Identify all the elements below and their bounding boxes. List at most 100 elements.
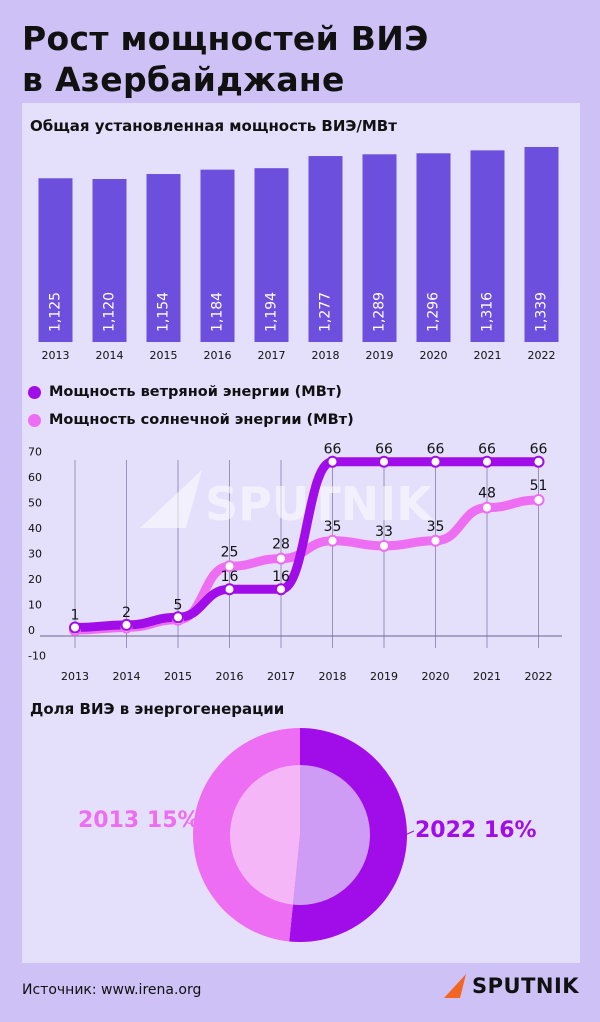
data-label-solar-2021: 48 xyxy=(478,486,496,502)
page-title: Рост мощностей ВИЭ в Азербайджане xyxy=(22,19,429,99)
bar-x-tick-2020: 2020 xyxy=(420,349,448,362)
data-point-wind-2015 xyxy=(172,611,184,624)
bar-x-tick-2015: 2015 xyxy=(150,349,178,362)
legend-item-wind: Мощность ветряной энергии (МВт) xyxy=(28,384,342,400)
legend-swatch-solar xyxy=(28,413,41,427)
data-point-wind-2021 xyxy=(481,455,493,468)
x-tick-2019: 2019 xyxy=(370,670,398,683)
bar-2014 xyxy=(92,179,127,342)
bar-2016 xyxy=(200,169,235,342)
pie-chart xyxy=(185,728,415,942)
data-label-wind-2018: 66 xyxy=(324,442,342,458)
pie-label-2013: 2013 15% xyxy=(78,808,200,833)
data-label-wind-2017: 16 xyxy=(272,569,290,585)
data-point-wind-2014 xyxy=(120,618,133,631)
data-point-wind-2022 xyxy=(532,455,545,468)
y-tick-label: 70 xyxy=(28,446,42,459)
brand-name: SPUTNIK xyxy=(472,974,580,998)
bar-value-label-2021: 1,316 xyxy=(480,292,496,332)
data-label-wind-2014: 2 xyxy=(122,605,131,621)
data-label-solar-2016: 25 xyxy=(221,544,239,560)
x-tick-2017: 2017 xyxy=(267,670,295,683)
y-tick-label: 30 xyxy=(28,548,42,561)
bar-value-label-2020: 1,296 xyxy=(426,292,442,332)
leader-line-2013 xyxy=(185,821,197,827)
data-point-solar-2021 xyxy=(481,501,493,514)
data-point-solar-2019 xyxy=(378,539,390,552)
data-label-wind-2013: 1 xyxy=(71,607,80,623)
data-label-wind-2015: 5 xyxy=(174,597,183,613)
bar-2018 xyxy=(308,156,343,342)
brand-logo: SPUTNIK xyxy=(442,972,579,1000)
x-tick-2013: 2013 xyxy=(61,670,89,683)
bar-2013 xyxy=(38,178,73,342)
y-tick-label: 0 xyxy=(28,624,35,637)
data-point-solar-2016 xyxy=(223,560,236,573)
data-point-wind-2017 xyxy=(275,583,287,596)
x-tick-2021: 2021 xyxy=(473,670,501,683)
legend-item-solar: Мощность солнечной энергии (МВт) xyxy=(28,412,354,428)
data-point-solar-2018 xyxy=(326,534,339,547)
bar-2021 xyxy=(470,150,505,342)
x-tick-2018: 2018 xyxy=(319,670,347,683)
legend-label-solar: Мощность солнечной энергии (МВт) xyxy=(49,412,354,428)
x-tick-2020: 2020 xyxy=(422,670,450,683)
data-label-wind-2022: 66 xyxy=(530,442,548,458)
data-point-wind-2020 xyxy=(429,455,442,468)
data-label-wind-2021: 66 xyxy=(478,442,496,458)
bar-value-label-2013: 1,125 xyxy=(48,292,64,332)
data-label-solar-2022: 51 xyxy=(530,478,548,494)
bar-x-tick-2019: 2019 xyxy=(366,349,394,362)
bar-x-tick-2018: 2018 xyxy=(312,349,340,362)
data-label-wind-2019: 66 xyxy=(375,442,393,458)
bar-2022 xyxy=(524,147,559,342)
bar-value-label-2016: 1,184 xyxy=(210,292,226,332)
data-label-solar-2017: 28 xyxy=(272,537,290,553)
watermark: SPUTNIK xyxy=(140,470,434,531)
bar-value-label-2014: 1,120 xyxy=(102,292,118,332)
bar-2019 xyxy=(362,154,397,342)
legend-swatch-wind xyxy=(28,385,41,399)
bar-value-label-2017: 1,194 xyxy=(264,292,280,332)
bar-chart-title: Общая установленная мощность ВИЭ/МВт xyxy=(30,117,397,135)
y-tick-label: 40 xyxy=(28,522,42,535)
pie-inner-slice-2022 xyxy=(292,765,371,905)
data-point-wind-2019 xyxy=(378,455,390,468)
bar-2015 xyxy=(146,174,181,342)
series-line-wind xyxy=(70,457,543,632)
source-note: Источник: www.irena.org xyxy=(22,982,202,998)
bar-x-tick-2014: 2014 xyxy=(96,349,124,362)
x-tick-2016: 2016 xyxy=(216,670,244,683)
bar-chart: 1,125 2013 1,120 2014 1,154 2015 1,184 2016 1,19… xyxy=(38,147,559,362)
pie-inner-slice-2013 xyxy=(230,765,300,905)
pie-chart-title: Доля ВИЭ в энергогенерации xyxy=(30,700,285,718)
data-point-solar-2017 xyxy=(275,552,287,565)
x-tick-2022: 2022 xyxy=(525,670,553,683)
bar-x-tick-2017: 2017 xyxy=(258,349,286,362)
bar-value-label-2015: 1,154 xyxy=(156,292,172,332)
data-point-wind-2013 xyxy=(69,621,81,634)
bar-2017 xyxy=(254,168,289,342)
y-tick-label: 20 xyxy=(28,573,42,586)
data-point-solar-2020 xyxy=(429,534,442,547)
pie-label-2022: 2022 16% xyxy=(415,818,537,843)
watermark-arrow-icon xyxy=(140,470,202,528)
data-label-wind-2016: 16 xyxy=(221,569,239,585)
data-label-wind-2020: 66 xyxy=(427,442,445,458)
bar-value-label-2022: 1,339 xyxy=(534,292,550,332)
data-point-wind-2018 xyxy=(326,455,339,468)
bar-value-label-2018: 1,277 xyxy=(318,292,334,332)
y-tick-label: -10 xyxy=(28,650,46,663)
y-tick-label: 50 xyxy=(28,497,42,510)
y-tick-label: 10 xyxy=(28,599,42,612)
bar-x-tick-2016: 2016 xyxy=(204,349,232,362)
data-point-wind-2016 xyxy=(223,583,236,596)
leader-line-2022 xyxy=(404,830,415,836)
data-point-solar-2022 xyxy=(532,493,545,506)
data-label-solar-2019: 33 xyxy=(375,524,393,540)
legend-label-wind: Мощность ветряной энергии (МВт) xyxy=(49,384,342,400)
bar-x-tick-2013: 2013 xyxy=(42,349,70,362)
bar-value-label-2019: 1,289 xyxy=(372,292,388,332)
bar-2020 xyxy=(416,153,451,342)
bar-x-tick-2022: 2022 xyxy=(528,349,556,362)
